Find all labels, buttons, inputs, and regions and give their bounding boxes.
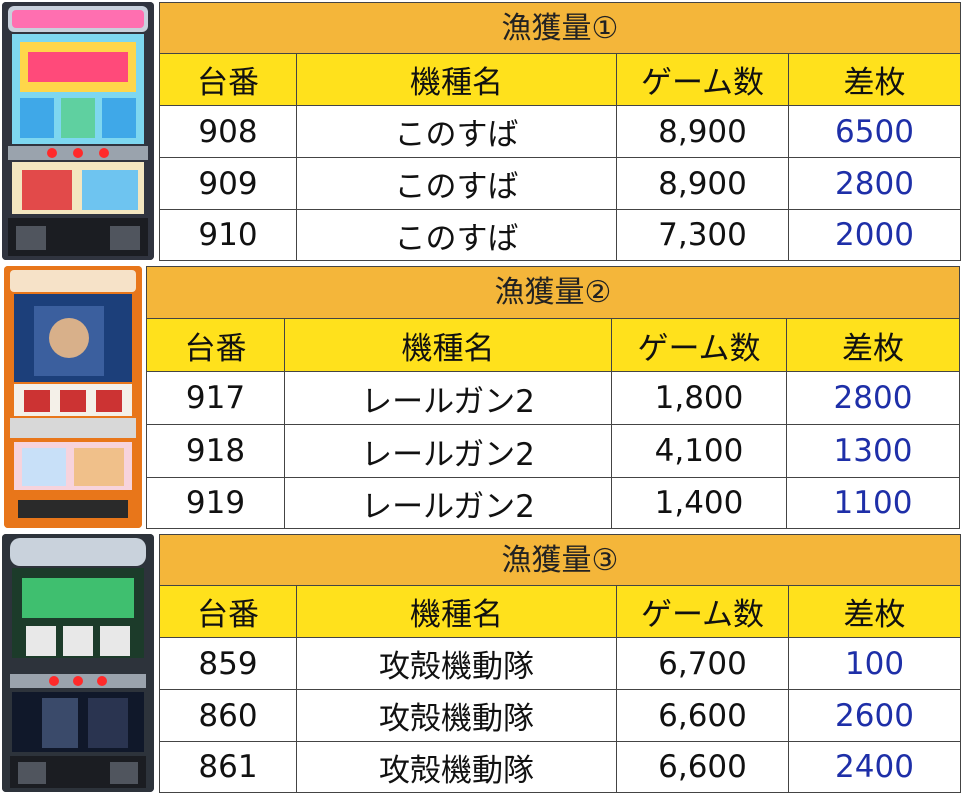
- table-row: 910 このすば 7,300 2000: [160, 210, 960, 260]
- game-count: 6,600: [617, 742, 789, 792]
- machine-name: 攻殻機動隊: [297, 742, 617, 792]
- header-machine-name: 機種名: [285, 319, 612, 371]
- header-game-count: ゲーム数: [617, 54, 789, 105]
- machine-number: 917: [147, 372, 285, 424]
- table-header-row: 台番 機種名 ゲーム数 差枚: [160, 586, 960, 638]
- header-machine-name: 機種名: [297, 586, 617, 637]
- machine-name: レールガン2: [285, 372, 612, 424]
- coin-diff: 6500: [789, 106, 960, 157]
- table-title: 漁獲量③: [160, 535, 960, 586]
- machine-name: このすば: [297, 106, 617, 157]
- machine-number: 860: [160, 690, 297, 741]
- game-count: 6,700: [617, 638, 789, 689]
- coin-diff: 100: [789, 638, 960, 689]
- coin-diff: 1100: [787, 478, 959, 528]
- machine-number: 919: [147, 478, 285, 528]
- machine-name: このすば: [297, 210, 617, 260]
- slot-machine-railgun2-image: [4, 266, 142, 528]
- machine-number: 910: [160, 210, 297, 260]
- table-row: 917 レールガン2 1,800 2800: [147, 372, 959, 425]
- coin-diff: 2600: [789, 690, 960, 741]
- table-row: 859 攻殻機動隊 6,700 100: [160, 638, 960, 690]
- game-count: 4,100: [612, 425, 787, 477]
- catch-table-1: 漁獲量① 台番 機種名 ゲーム数 差枚 908 このすば 8,900 6500 …: [159, 2, 961, 261]
- machine-number: 859: [160, 638, 297, 689]
- machine-number: 908: [160, 106, 297, 157]
- table-row: 861 攻殻機動隊 6,600 2400: [160, 742, 960, 792]
- machine-name: このすば: [297, 158, 617, 209]
- coin-diff: 2000: [789, 210, 960, 260]
- table-row: 909 このすば 8,900 2800: [160, 158, 960, 210]
- table-header-row: 台番 機種名 ゲーム数 差枚: [160, 54, 960, 106]
- header-machine-number: 台番: [147, 319, 285, 371]
- table-title: 漁獲量①: [160, 3, 960, 54]
- machine-name: 攻殻機動隊: [297, 638, 617, 689]
- table-row: 918 レールガン2 4,100 1300: [147, 425, 959, 478]
- table-header-row: 台番 機種名 ゲーム数 差枚: [147, 319, 959, 372]
- machine-name: レールガン2: [285, 425, 612, 477]
- table-row: 908 このすば 8,900 6500: [160, 106, 960, 158]
- table-title: 漁獲量②: [147, 267, 959, 319]
- game-count: 8,900: [617, 106, 789, 157]
- header-coin-diff: 差枚: [787, 319, 959, 371]
- game-count: 8,900: [617, 158, 789, 209]
- machine-number: 909: [160, 158, 297, 209]
- machine-name: レールガン2: [285, 478, 612, 528]
- header-machine-number: 台番: [160, 586, 297, 637]
- coin-diff: 2800: [787, 372, 959, 424]
- slot-machine-konosuba-image: [2, 2, 154, 260]
- game-count: 1,400: [612, 478, 787, 528]
- game-count: 1,800: [612, 372, 787, 424]
- catch-table-3: 漁獲量③ 台番 機種名 ゲーム数 差枚 859 攻殻機動隊 6,700 100 …: [159, 534, 961, 793]
- coin-diff: 2400: [789, 742, 960, 792]
- game-count: 7,300: [617, 210, 789, 260]
- slot-machine-ghost-in-the-shell-image: [2, 534, 154, 792]
- table-row: 860 攻殻機動隊 6,600 2600: [160, 690, 960, 742]
- table-row: 919 レールガン2 1,400 1100: [147, 478, 959, 528]
- coin-diff: 1300: [787, 425, 959, 477]
- header-game-count: ゲーム数: [617, 586, 789, 637]
- catch-table-2: 漁獲量② 台番 機種名 ゲーム数 差枚 917 レールガン2 1,800 280…: [146, 266, 960, 529]
- game-count: 6,600: [617, 690, 789, 741]
- header-machine-number: 台番: [160, 54, 297, 105]
- header-coin-diff: 差枚: [789, 586, 960, 637]
- coin-diff: 2800: [789, 158, 960, 209]
- machine-number: 918: [147, 425, 285, 477]
- machine-name: 攻殻機動隊: [297, 690, 617, 741]
- header-coin-diff: 差枚: [789, 54, 960, 105]
- machine-number: 861: [160, 742, 297, 792]
- header-game-count: ゲーム数: [612, 319, 787, 371]
- header-machine-name: 機種名: [297, 54, 617, 105]
